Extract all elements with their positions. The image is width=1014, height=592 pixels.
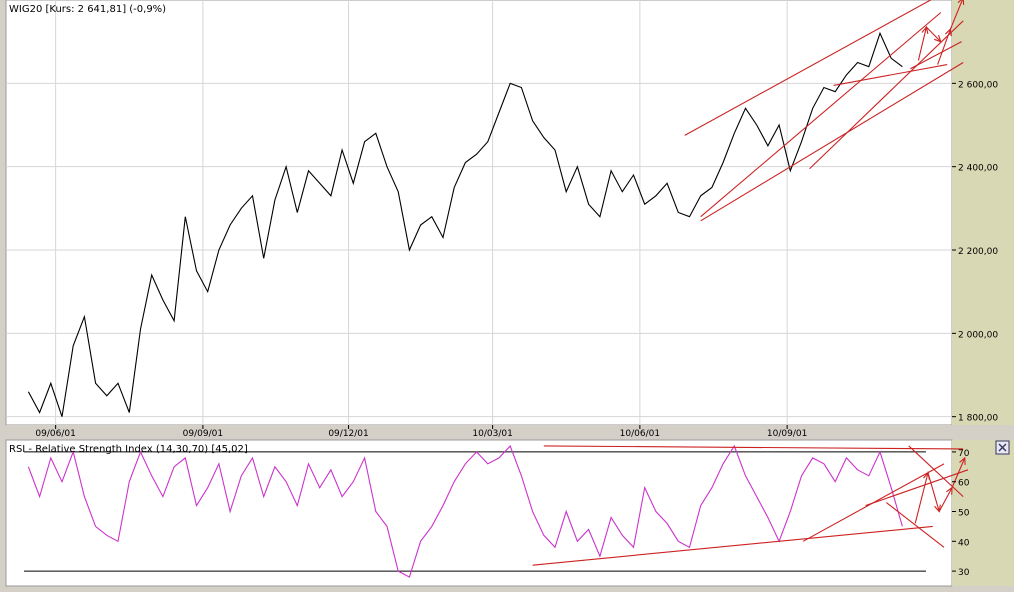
x-tick-label: 10/09/01: [767, 429, 807, 439]
y-tick-label: 30: [958, 568, 970, 578]
trendline: [543, 445, 964, 450]
x-tick-label: 10/06/01: [620, 429, 660, 439]
price-y-axis-ticks: 1 800,00 2 000,00 2 200,00 2 400,00 2 600,00: [952, 80, 998, 424]
close-panel-button[interactable]: [995, 440, 1010, 455]
y-tick-label: 2 600,00: [958, 80, 998, 90]
rsi-plot-area: [5, 439, 953, 587]
rsi-lines: [27, 444, 969, 578]
y-tick-label: 50: [958, 509, 970, 519]
trendline: [910, 41, 962, 70]
arrowhead: [923, 471, 930, 480]
trendline: [886, 502, 945, 548]
trendline: [700, 62, 964, 222]
trendline: [833, 64, 948, 86]
trendline: [700, 12, 942, 218]
y-tick-label: 40: [958, 538, 970, 548]
trendline: [809, 20, 964, 170]
price-axis-area: [952, 0, 1014, 425]
y-tick-label: 2 000,00: [958, 330, 998, 340]
price-series-line: [27, 31, 903, 417]
close-icon: [998, 443, 1007, 452]
y-tick-label: 2 400,00: [958, 164, 998, 174]
x-tick-label: 09/06/01: [35, 429, 75, 439]
trendline: [865, 469, 969, 507]
rsi-y-axis-ticks: 30 40 50 60 70: [952, 449, 970, 578]
arrowhead: [957, 0, 965, 5]
price-grid: [6, 0, 952, 425]
arrowhead: [921, 25, 929, 35]
price-chart-title: WIG20 [Kurs: 2 641,81] (-0,9%): [9, 4, 166, 15]
x-tick-label: 10/03/01: [472, 429, 512, 439]
price-lines: [27, 0, 965, 417]
x-axis-ticks: 09/06/01 09/09/01 09/12/01 10/03/01 10/06/01…: [35, 425, 807, 439]
price-plot-area: [5, 0, 953, 426]
arrowhead: [934, 504, 941, 513]
trendline: [908, 445, 964, 498]
x-tick-label: 09/12/01: [328, 429, 368, 439]
y-tick-label: 1 800,00: [958, 414, 998, 424]
rsi-chart-title: RSI - Relative Strength Index (14,30,70)…: [9, 444, 248, 455]
arrowhead: [945, 27, 952, 37]
y-tick-label: 70: [958, 449, 970, 459]
rsi-grid: [24, 451, 926, 572]
y-tick-label: 2 200,00: [958, 247, 998, 257]
arrowhead: [959, 456, 966, 465]
y-tick-label: 60: [958, 479, 970, 489]
arrowhead: [946, 486, 953, 495]
x-tick-label: 09/09/01: [183, 429, 223, 439]
trendline: [684, 0, 932, 136]
trendline: [532, 525, 933, 566]
arrowhead: [934, 34, 942, 43]
rsi-series-line: [27, 444, 903, 578]
date-axis-strip: [6, 425, 1014, 439]
